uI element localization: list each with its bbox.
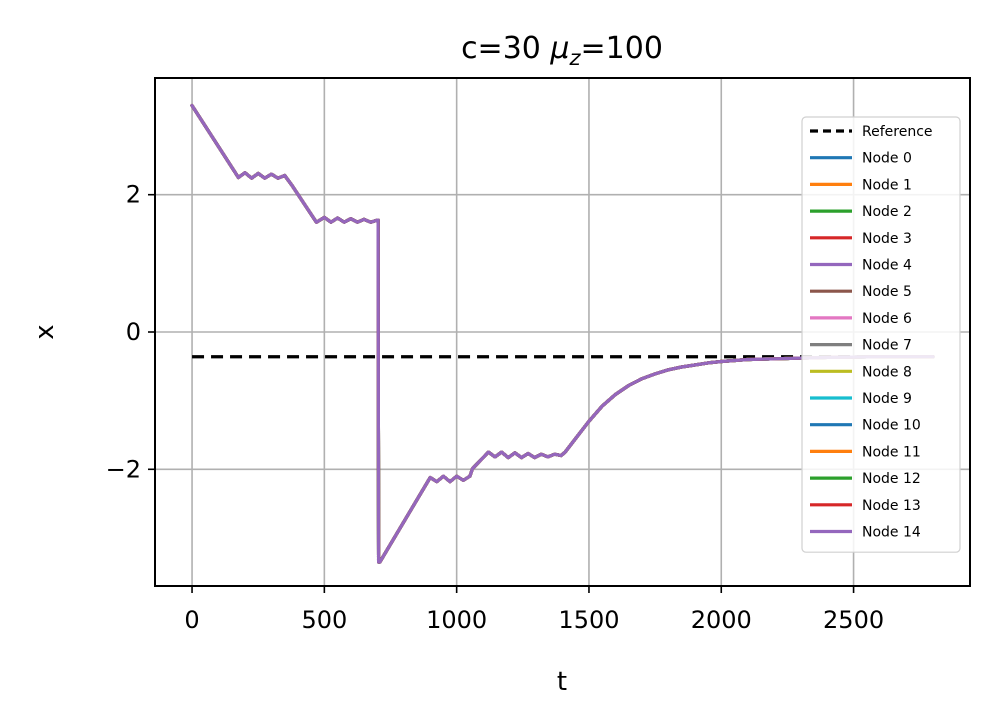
x-tick-label: 500 xyxy=(301,606,347,634)
y-axis-label: x xyxy=(30,324,60,339)
x-tick-label: 0 xyxy=(184,606,199,634)
legend-label: Node 9 xyxy=(862,391,912,407)
legend-label: Node 6 xyxy=(862,311,912,327)
legend-box xyxy=(801,116,961,553)
legend-label: Node 3 xyxy=(862,231,912,247)
legend-label: Node 13 xyxy=(862,498,921,514)
x-tick-label: 2500 xyxy=(823,606,884,634)
legend-label: Node 10 xyxy=(862,418,921,434)
x-tick-label: 2000 xyxy=(691,606,752,634)
legend-label: Node 5 xyxy=(862,284,912,300)
chart-title-suffix: =100 xyxy=(581,31,663,66)
legend-label: Node 11 xyxy=(862,444,921,460)
legend: Reference Node 0 Node 1 Node 2 Node 3 Node 4 N… xyxy=(801,116,961,553)
chart-title-mu: μ xyxy=(549,31,569,66)
x-tick-label: 1500 xyxy=(558,606,619,634)
chart-title: c=30 μz=100 xyxy=(461,31,663,70)
legend-label: Node 1 xyxy=(862,177,912,193)
x-axis-label: t xyxy=(557,667,567,697)
y-tick-label: −2 xyxy=(106,455,141,483)
legend-label: Node 14 xyxy=(862,525,921,541)
legend-label: Node 7 xyxy=(862,338,912,354)
legend-label: Node 12 xyxy=(862,471,921,487)
series-line-node-14 xyxy=(190,103,935,564)
y-tick-label: 0 xyxy=(126,318,141,346)
y-tick-label: 2 xyxy=(126,181,141,209)
series-group xyxy=(190,103,935,564)
legend-label: Node 8 xyxy=(862,364,912,380)
chart-title-prefix: c=30 xyxy=(461,31,550,66)
legend-label: Reference xyxy=(862,124,933,140)
x-tick-label: 1000 xyxy=(426,606,487,634)
axis-ticks: 0 500 1000 1500 2000 2500 −2 0 2 xyxy=(106,181,885,634)
legend-label: Node 2 xyxy=(862,204,912,220)
legend-label: Node 4 xyxy=(862,258,912,274)
chart-title-subscript: z xyxy=(569,46,582,70)
legend-label: Node 0 xyxy=(862,151,912,167)
